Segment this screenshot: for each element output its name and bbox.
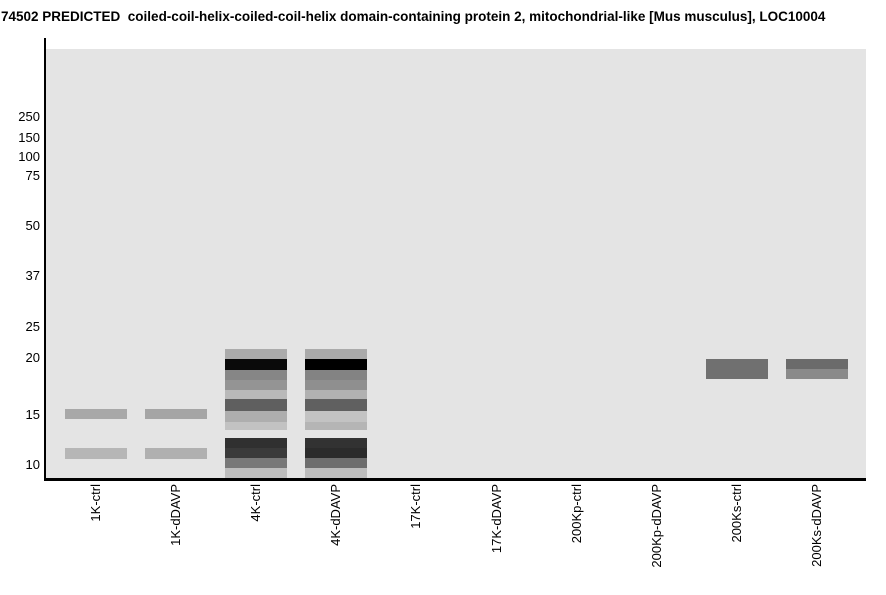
x-axis-line — [44, 478, 866, 481]
gel-band — [305, 399, 367, 411]
lane-label: 1K-ctrl — [88, 484, 103, 522]
gel-band — [65, 448, 127, 459]
gel-band — [145, 409, 207, 419]
gel-band — [305, 458, 367, 468]
lane-label: 1K-dDAVP — [168, 484, 183, 546]
lane-label: 17K-dDAVP — [489, 484, 504, 554]
gel-band — [225, 458, 287, 468]
lane-label: 200Kp-dDAVP — [649, 484, 664, 568]
gel-band — [305, 448, 367, 458]
gel-band — [225, 349, 287, 359]
gel-band — [305, 411, 367, 422]
gel-band — [225, 380, 287, 390]
y-axis-line — [44, 38, 46, 481]
mw-tick-label: 37 — [25, 268, 40, 283]
mw-tick-label: 10 — [25, 457, 40, 472]
mw-tick-label: 50 — [25, 218, 40, 233]
mw-tick-label: 75 — [25, 168, 40, 183]
gel-band — [305, 438, 367, 448]
gel-band — [305, 390, 367, 399]
gel-band — [225, 411, 287, 422]
lane-label: 4K-ctrl — [248, 484, 263, 522]
gel-band — [225, 422, 287, 430]
gel-band — [225, 390, 287, 399]
mw-tick-label: 100 — [18, 149, 40, 164]
gel-band — [305, 370, 367, 380]
gel-plot-area — [46, 49, 866, 478]
lane-label: 4K-dDAVP — [328, 484, 343, 546]
gel-band — [65, 409, 127, 419]
gel-band — [225, 448, 287, 458]
gel-band — [225, 399, 287, 411]
mw-tick-label: 15 — [25, 407, 40, 422]
gel-band — [225, 468, 287, 478]
gel-band — [786, 369, 848, 379]
lane-label: 200Kp-ctrl — [569, 484, 584, 544]
figure-title: 74502 PREDICTED coiled-coil-helix-coiled… — [1, 9, 826, 24]
gel-band — [786, 359, 848, 369]
gel-band — [305, 468, 367, 478]
gel-band — [225, 359, 287, 370]
gel-band — [225, 438, 287, 448]
lane-label: 200Ks-dDAVP — [809, 484, 824, 567]
lane-label: 17K-ctrl — [408, 484, 423, 529]
lane-label: 200Ks-ctrl — [729, 484, 744, 543]
mw-tick-label: 20 — [25, 350, 40, 365]
mw-tick-label: 250 — [18, 109, 40, 124]
gel-band — [225, 370, 287, 380]
gel-band — [305, 359, 367, 370]
gel-band — [305, 380, 367, 390]
gel-band — [305, 422, 367, 430]
mw-tick-label: 150 — [18, 130, 40, 145]
gel-band — [305, 349, 367, 359]
gel-band — [145, 448, 207, 459]
gel-band — [706, 359, 768, 379]
mw-tick-label: 25 — [25, 319, 40, 334]
